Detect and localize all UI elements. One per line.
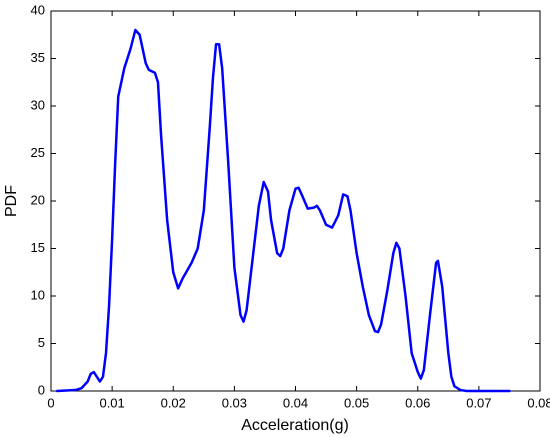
x-tick-label: 0.05 xyxy=(344,395,369,410)
y-tick-label: 0 xyxy=(38,382,45,397)
y-tick-label: 10 xyxy=(31,287,45,302)
data-line xyxy=(55,28,511,393)
x-tick-label: 0 xyxy=(47,395,54,410)
x-tick-label: 0.08 xyxy=(527,395,550,410)
y-tick-label: 15 xyxy=(31,240,45,255)
y-tick-label: 35 xyxy=(31,50,45,65)
x-tick-label: 0.02 xyxy=(161,395,186,410)
x-tick-label: 0.04 xyxy=(283,395,308,410)
x-axis-title: Acceleration(g) xyxy=(241,417,349,434)
y-tick-label: 5 xyxy=(38,335,45,350)
y-axis-title: PDF xyxy=(3,185,20,217)
y-tick-label: 40 xyxy=(31,2,45,17)
x-tick-label: 0.01 xyxy=(99,395,124,410)
y-tick-label: 20 xyxy=(31,192,45,207)
y-tick-label: 25 xyxy=(31,145,45,160)
x-tick-label: 0.07 xyxy=(466,395,491,410)
x-tick-label: 0.06 xyxy=(405,395,430,410)
x-tick-label: 0.03 xyxy=(222,395,247,410)
y-tick-label: 30 xyxy=(31,97,45,112)
